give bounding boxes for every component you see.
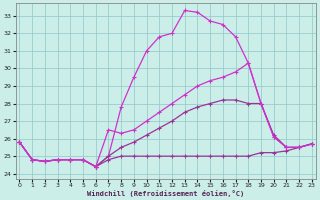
X-axis label: Windchill (Refroidissement éolien,°C): Windchill (Refroidissement éolien,°C) bbox=[87, 190, 244, 197]
